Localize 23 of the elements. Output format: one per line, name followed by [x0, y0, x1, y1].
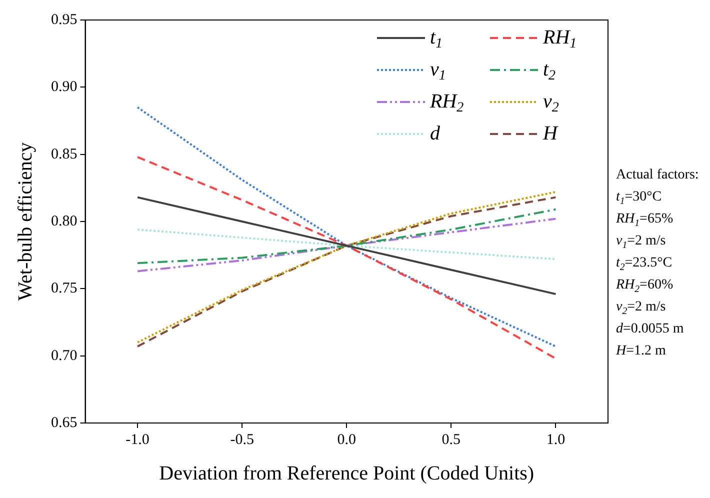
text: H=1.2 m [615, 344, 666, 359]
x-tick-label: 1.0 [546, 432, 566, 448]
x-tick-label: 0.5 [442, 432, 461, 448]
legend-label: H [542, 122, 559, 144]
y-tick-label: 0.75 [51, 280, 78, 297]
line-series [136, 156, 557, 360]
text: d=0.0055 m [616, 322, 684, 337]
line-series [136, 208, 557, 264]
line-series [136, 218, 557, 272]
y-tick-label: 0.65 [51, 414, 78, 431]
y-tick-label: 0.85 [51, 146, 78, 162]
x-tick-label: -0.5 [230, 432, 254, 448]
text: Actual factors: [616, 168, 699, 183]
legend-label: d [430, 122, 441, 144]
y-axis-title: Wet-bulb efficiency [14, 142, 36, 301]
y-tick-label: 0.90 [51, 79, 78, 96]
x-tick-label: 0.0 [337, 432, 356, 448]
x-tick-label: -1.0 [126, 432, 150, 448]
y-tick-label: 0.80 [51, 213, 78, 230]
x-axis-title: Deviation from Reference Point (Coded Units) [159, 462, 534, 484]
y-tick-label: 0.70 [51, 348, 78, 364]
line-series [136, 228, 557, 260]
y-tick-label: 0.95 [51, 12, 78, 28]
